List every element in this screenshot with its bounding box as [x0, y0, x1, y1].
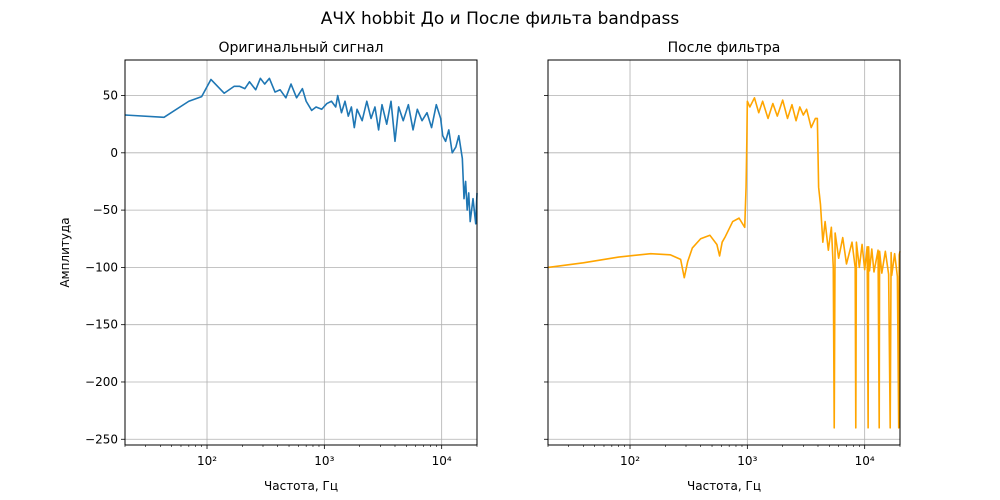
x-tick-label: 10²	[197, 454, 217, 468]
x-tick-label: 10³	[314, 454, 334, 468]
x-axis-label: Частота, Гц	[687, 479, 761, 493]
series-line	[124, 77, 478, 225]
y-tick-label: 50	[103, 89, 118, 103]
x-tick-label: 10³	[737, 454, 757, 468]
chart-left-panel: 10² 10³ 10⁴ 50 0 −50 −100 −150 −200 −250 Оригиналь…	[58, 40, 478, 493]
chart-title: Оригинальный сигнал	[219, 40, 384, 56]
y-tick-label: −100	[85, 260, 118, 274]
x-tick-label: 10⁴	[432, 454, 452, 468]
y-tick-label: 0	[110, 146, 118, 160]
series-line	[547, 97, 901, 429]
x-axis-label: Частота, Гц	[264, 479, 338, 493]
plot-frame	[124, 59, 478, 446]
chart-right-panel: 10² 10³ 10⁴ После фильтра Частота, Гц	[544, 40, 901, 493]
y-tick-label: −200	[85, 375, 118, 389]
x-tick-label: 10⁴	[855, 454, 875, 468]
chart-title: После фильтра	[668, 40, 781, 56]
y-tick-label: −250	[85, 432, 118, 446]
y-tick-label: −150	[85, 318, 118, 332]
y-tick-label: −50	[93, 203, 118, 217]
plot-frame	[547, 59, 901, 446]
x-tick-label: 10²	[620, 454, 640, 468]
figure-title: АЧХ hobbit До и После фильта bandpass	[321, 9, 680, 29]
y-axis-label: Амплитуда	[58, 217, 72, 287]
